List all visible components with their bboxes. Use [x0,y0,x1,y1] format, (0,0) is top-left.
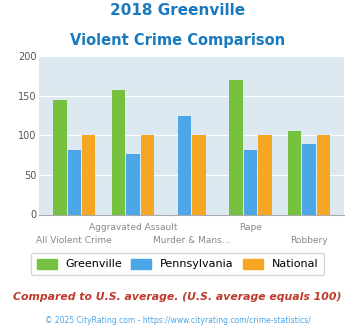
Text: Robbery: Robbery [290,236,328,245]
Text: 2018 Greenville: 2018 Greenville [110,3,245,18]
Bar [126,153,140,214]
Bar [112,90,125,214]
Bar [141,135,154,214]
Text: Violent Crime Comparison: Violent Crime Comparison [70,33,285,48]
Bar [288,131,301,214]
Bar [302,144,316,214]
Bar [53,100,67,214]
Bar [67,150,81,214]
Text: Murder & Mans...: Murder & Mans... [153,236,230,245]
Text: All Violent Crime: All Violent Crime [37,236,112,245]
Bar [178,116,191,214]
Bar [192,135,206,214]
Bar [229,80,243,214]
Text: Compared to U.S. average. (U.S. average equals 100): Compared to U.S. average. (U.S. average … [13,292,342,302]
Text: Aggravated Assault: Aggravated Assault [89,223,177,232]
Text: Rape: Rape [239,223,262,232]
Legend: Greenville, Pennsylvania, National: Greenville, Pennsylvania, National [31,253,324,275]
Bar [244,149,257,214]
Text: © 2025 CityRating.com - https://www.cityrating.com/crime-statistics/: © 2025 CityRating.com - https://www.city… [45,316,310,325]
Bar [317,135,330,214]
Bar [82,135,95,214]
Bar [258,135,272,214]
